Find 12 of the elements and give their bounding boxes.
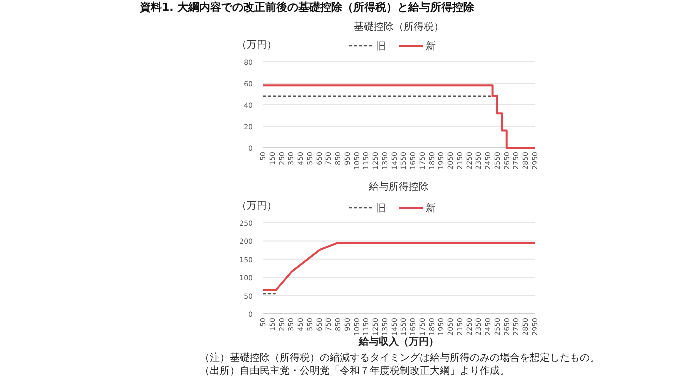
legend-label: 新 [426,40,436,52]
text: （出所）自由民主党・公明党「令和７年度税制改正大綱」より作成。 [200,365,510,377]
x-axis-title: 給与収入（万円） [358,336,439,348]
legend-label: 旧 [376,202,386,214]
chart-title: 給与所得控除 [368,181,429,193]
text: （注）基礎控除（所得税）の縮減するタイミングは給与所得のみの場合を想定したもの。 [200,352,600,364]
y-axis-title: （万円） [237,40,277,51]
chart-title: 資料1. 大綱内容での改正前後の基礎控除（所得税）と給与所得控除 [139,1,476,14]
legend-label: 新 [426,202,436,214]
y-axis-title: （万円） [237,201,277,212]
chart-subtitle: 基礎控除（所得税） [354,21,444,33]
legend-label: 旧 [376,40,386,52]
